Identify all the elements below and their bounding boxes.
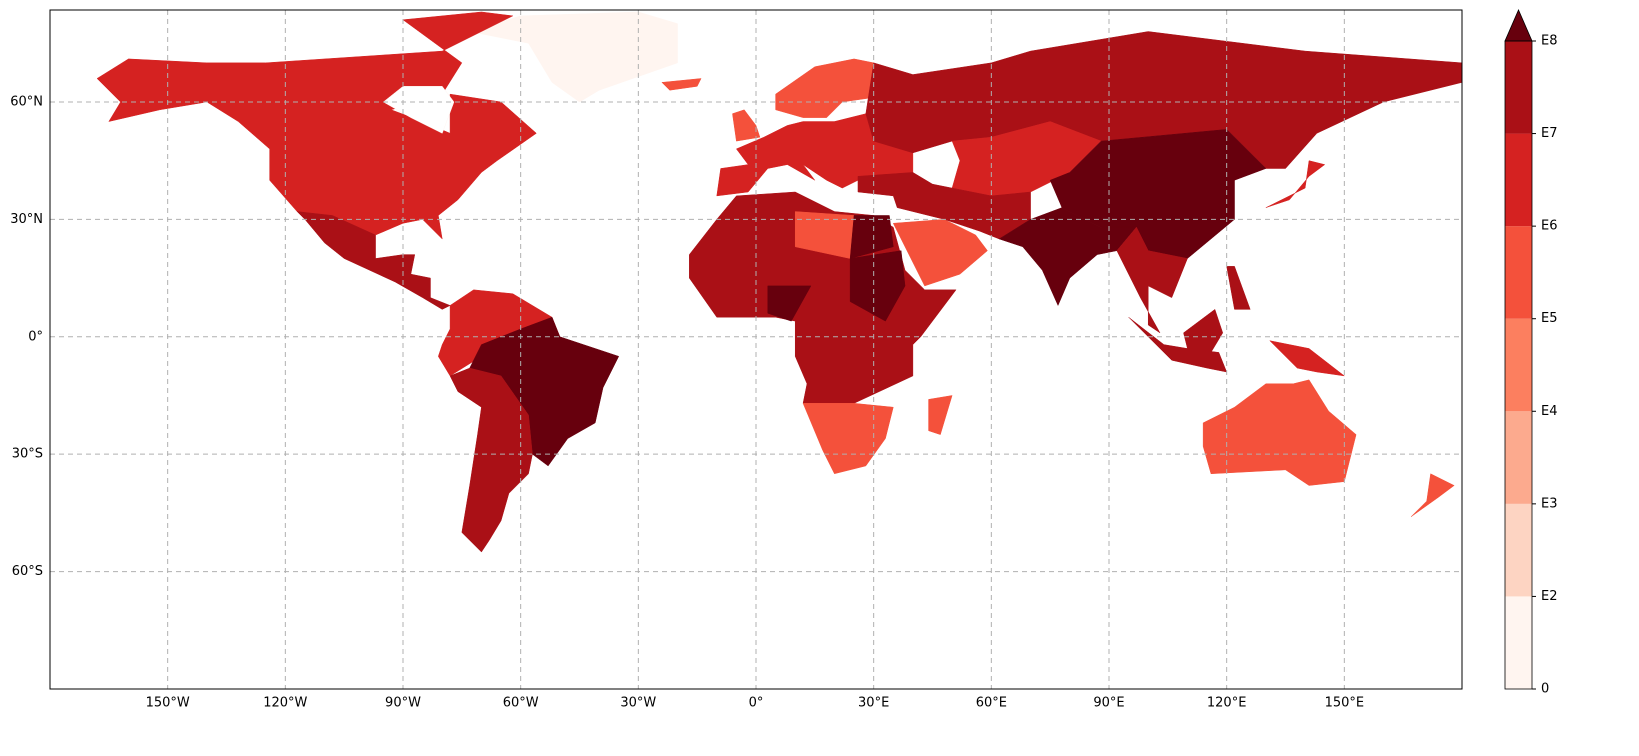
country-region: [998, 207, 1137, 307]
x-tick-label: 90°W: [385, 696, 421, 711]
country-region: [849, 250, 906, 322]
colorbar-bin: [1505, 503, 1532, 597]
country-region: [1226, 266, 1251, 310]
country-region: [96, 11, 537, 240]
colorbar-tick-label: 0: [1541, 682, 1549, 697]
colorbar-bin: [1505, 226, 1532, 319]
x-tick-label: 30°W: [620, 696, 656, 711]
country-region: [469, 11, 678, 103]
colorbar-extension: [1504, 8, 1533, 42]
x-tick-label: 150°W: [146, 696, 190, 711]
country-region: [802, 403, 894, 475]
x-tick-label: 60°W: [503, 696, 539, 711]
country-region: [857, 172, 945, 220]
country-region: [296, 211, 451, 310]
colorbar-bin: [1505, 318, 1532, 412]
country-region: [928, 395, 953, 435]
x-tick-label: 30°E: [858, 696, 889, 711]
country-region: [1410, 473, 1455, 518]
y-tick-label: 60°N: [10, 94, 43, 109]
colorbar-frame: [1504, 40, 1533, 690]
country-region: [1202, 379, 1357, 486]
country-region: [1128, 317, 1228, 373]
country-region: [849, 215, 894, 259]
country-region: [767, 285, 812, 322]
country-region: [1265, 160, 1326, 208]
colorbar-bin: [1505, 411, 1532, 504]
country-region: [892, 219, 988, 287]
y-tick-label: 60°S: [12, 564, 43, 579]
country-region: [1269, 340, 1346, 377]
x-tick-label: 120°E: [1207, 696, 1247, 711]
country-region: [1116, 226, 1188, 334]
colorbar-bin: [1505, 133, 1532, 227]
y-tick-label: 0°: [28, 329, 43, 344]
graticule: [50, 10, 1462, 689]
country-region: [951, 121, 1102, 197]
y-tick-label: 30°S: [12, 447, 43, 462]
x-tick-label: 0°: [749, 696, 764, 711]
colorbar-bin: [1505, 596, 1532, 689]
colorbar-tick-label: E4: [1541, 404, 1558, 419]
colorbar-tick-label: E3: [1541, 496, 1558, 511]
country-region: [661, 78, 702, 91]
colorbar-tick-label: E6: [1541, 219, 1558, 234]
country-region: [775, 58, 874, 118]
x-tick-label: 150°E: [1325, 696, 1365, 711]
x-tick-label: 90°E: [1093, 696, 1124, 711]
country-region: [1183, 308, 1224, 353]
country-region: [449, 367, 533, 553]
colorbar-tick-label: E8: [1541, 34, 1558, 49]
x-tick-label: 60°E: [976, 696, 1007, 711]
colorbar-tick-label: E7: [1541, 126, 1558, 141]
colorbar-tick-label: E2: [1541, 589, 1558, 604]
y-tick-label: 30°N: [10, 212, 43, 227]
colorbar-tick-label: E5: [1541, 311, 1558, 326]
colorbar: 0 E2 E3 E4 E5 E6 E7 E8: [1504, 8, 1558, 697]
country-region: [469, 316, 620, 467]
land: [96, 11, 1463, 553]
colorbar-bin: [1505, 41, 1532, 134]
map-frame: [49, 9, 1463, 690]
x-tick-label: 120°W: [263, 696, 307, 711]
